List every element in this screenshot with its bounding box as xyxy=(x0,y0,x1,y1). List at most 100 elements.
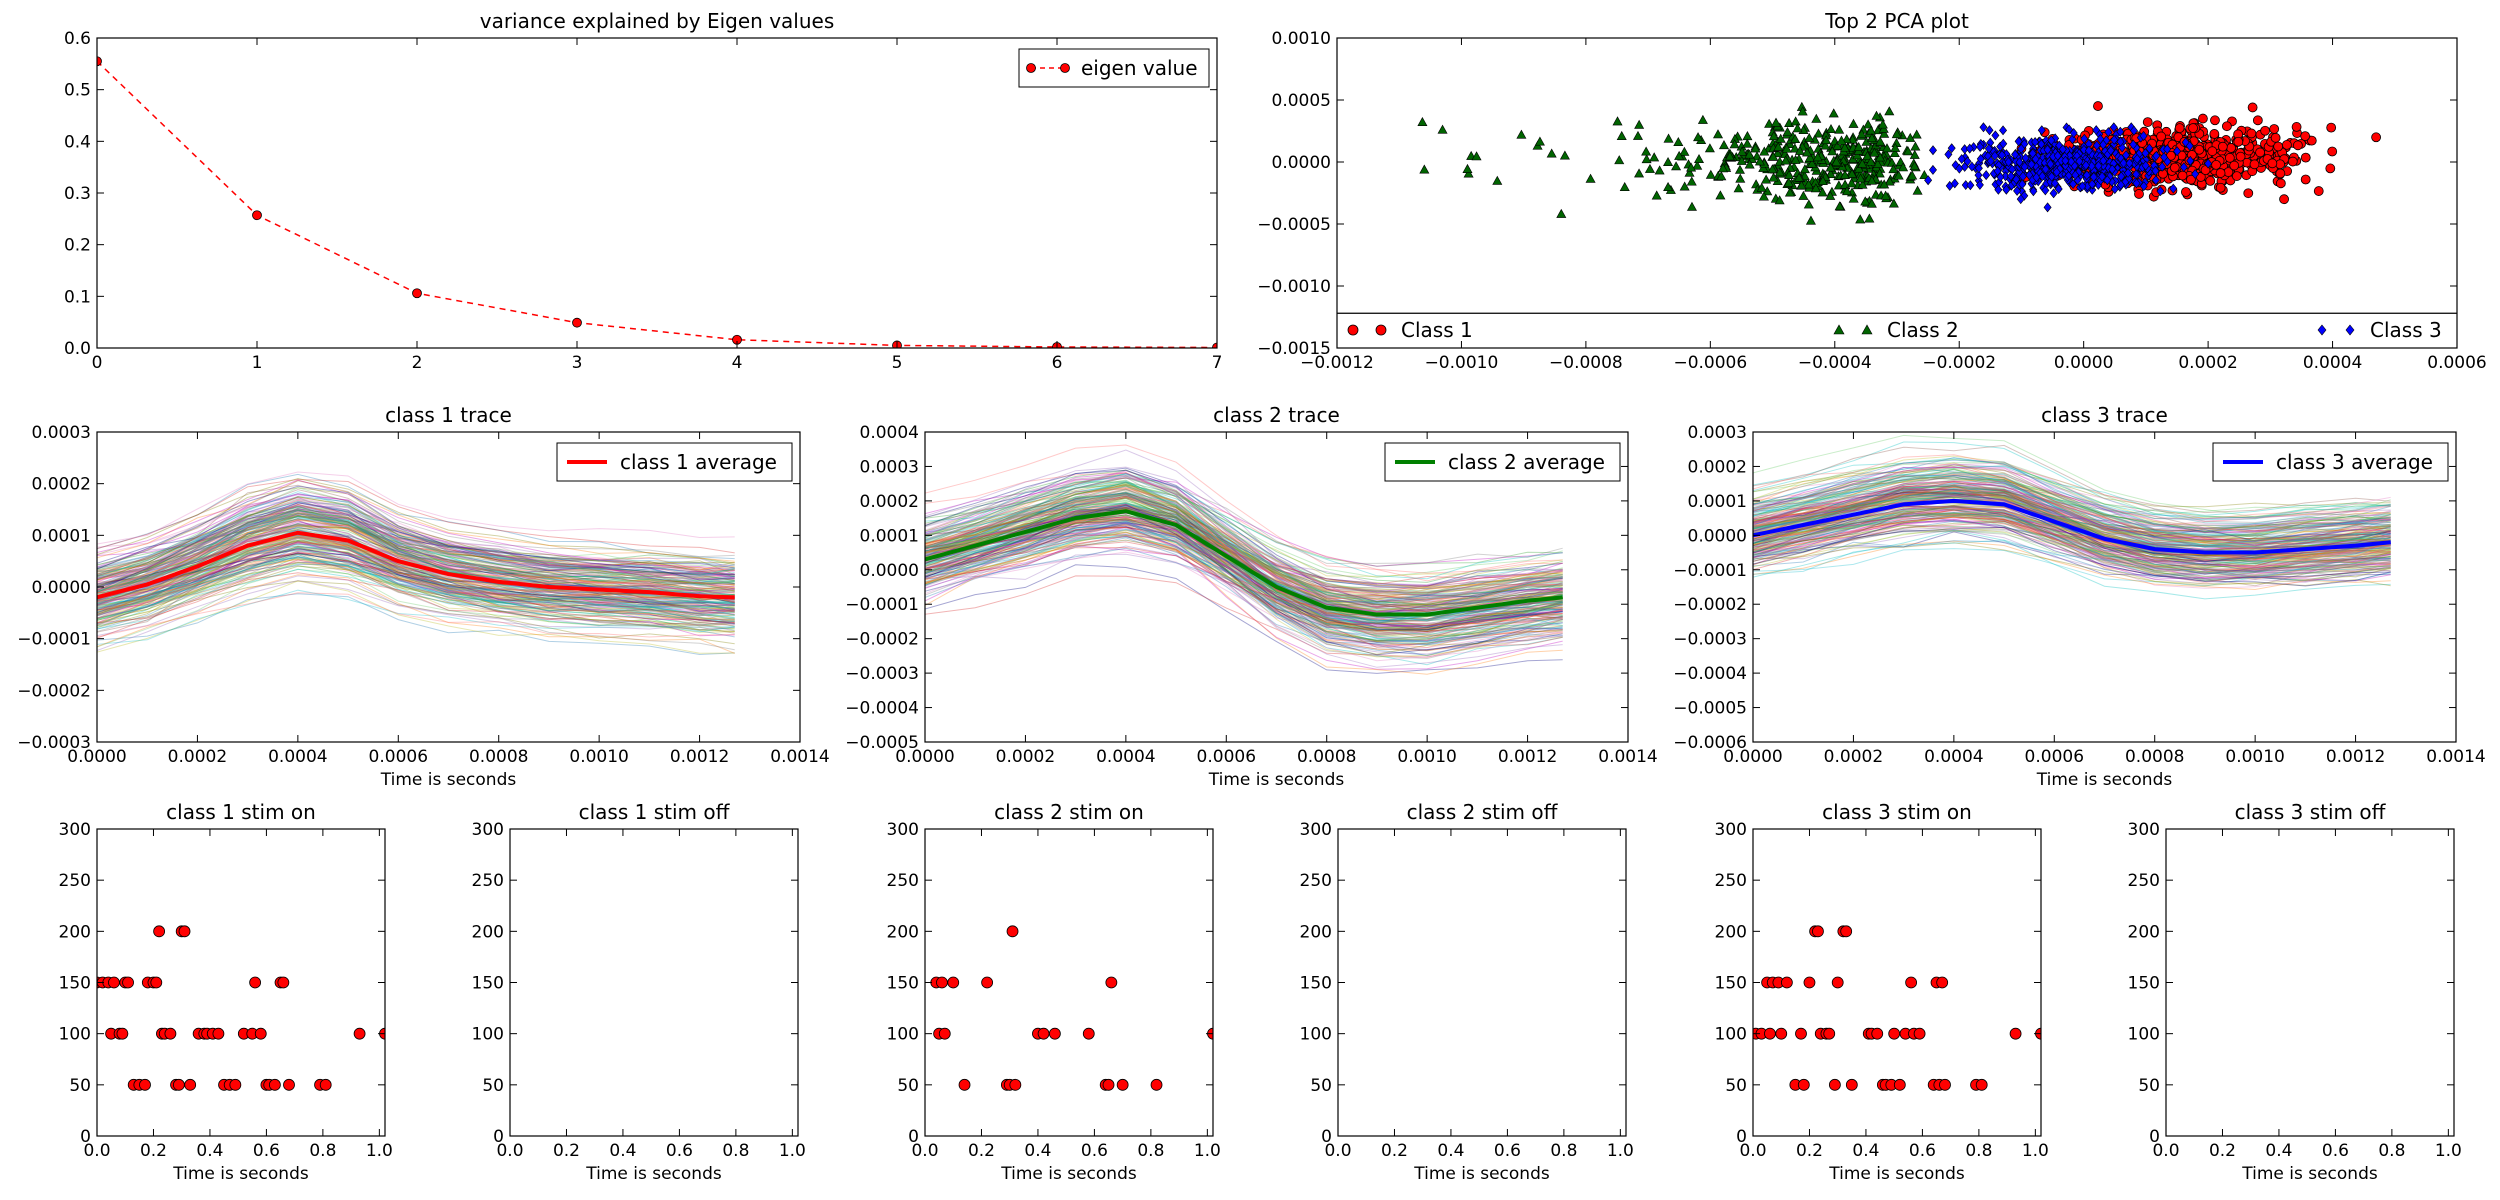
scatter-point xyxy=(2215,168,2226,178)
scatter-point xyxy=(2015,157,2024,168)
x-tick-label: 1.0 xyxy=(1607,1141,1634,1161)
trace-line xyxy=(1753,510,2391,574)
x-tick-label: 0.0000 xyxy=(895,747,954,767)
scatter-point xyxy=(2291,122,2302,132)
spike-point xyxy=(283,1078,295,1091)
trace-line xyxy=(97,589,735,645)
trace-line xyxy=(97,515,735,596)
x-tick-label: 0.0006 xyxy=(2025,747,2084,767)
plot-area xyxy=(1753,434,2391,600)
scatter-point xyxy=(2029,186,2038,197)
trace-line xyxy=(97,513,735,579)
trace-line xyxy=(1753,491,2391,557)
trace-line xyxy=(925,508,1563,587)
scatter-point xyxy=(1619,181,1630,191)
trace-line xyxy=(97,503,735,588)
trace-line xyxy=(925,514,1563,631)
scatter-point xyxy=(1744,159,1755,169)
trace-line xyxy=(925,488,1563,627)
trace-line xyxy=(1753,493,2391,538)
x-tick-label: 0.0000 xyxy=(67,747,126,767)
trace-line xyxy=(1753,512,2391,564)
trace-line xyxy=(925,547,1563,632)
x-tick-label: 0 xyxy=(92,353,103,373)
trace-line xyxy=(97,526,735,605)
y-tick-label: 250 xyxy=(887,871,919,891)
trace-line xyxy=(1753,509,2391,584)
y-tick-label: −0.0001 xyxy=(845,595,919,615)
trace-line xyxy=(1753,465,2391,541)
trace-line xyxy=(97,568,735,630)
spike-point xyxy=(958,1078,971,1091)
trace-line xyxy=(97,479,735,562)
trace-line xyxy=(97,532,735,621)
trace-line xyxy=(97,502,735,601)
scatter-point xyxy=(2158,161,2167,172)
scatter-point xyxy=(1761,174,1772,184)
trace-line xyxy=(925,534,1563,629)
trace-line xyxy=(1753,499,2391,542)
trace-line xyxy=(1753,469,2391,548)
trace-line xyxy=(925,523,1563,613)
trace-line xyxy=(1753,509,2391,557)
scatter-point xyxy=(1774,167,1785,177)
trace-line xyxy=(97,537,735,624)
scatter-point xyxy=(2205,175,2216,186)
trace-line xyxy=(925,520,1563,660)
spike-point xyxy=(108,976,120,989)
scatter-point xyxy=(2194,144,2205,155)
scatter-point xyxy=(1974,170,1983,181)
trace-line xyxy=(925,489,1563,626)
trace-line xyxy=(97,512,735,594)
trace-line xyxy=(925,508,1563,608)
trace-line xyxy=(925,503,1563,613)
scatter-point xyxy=(1929,145,1937,156)
scatter-point xyxy=(2215,182,2226,193)
trace-line xyxy=(1753,471,2391,532)
axes-frame xyxy=(1752,828,2042,1137)
x-tick-label: 0.0004 xyxy=(1096,747,1155,767)
trace-line xyxy=(1753,520,2391,567)
spike-point xyxy=(353,1027,366,1040)
trace-line xyxy=(925,527,1563,655)
trace-line xyxy=(925,504,1563,600)
trace-line xyxy=(97,523,735,588)
trace-line xyxy=(97,543,735,607)
trace-line xyxy=(1753,468,2391,537)
trace-line xyxy=(1753,524,2391,568)
scatter-point xyxy=(2129,139,2138,150)
scatter-point xyxy=(1882,143,1893,153)
scatter-point xyxy=(1729,139,1740,149)
trace-line xyxy=(1753,454,2391,520)
plot-area xyxy=(930,925,1213,1091)
trace-line xyxy=(925,531,1563,629)
x-tick-label: 0.8 xyxy=(2378,1141,2405,1161)
spike-point xyxy=(178,925,191,938)
scatter-point xyxy=(1663,133,1674,143)
x-tick-label: 0.0002 xyxy=(1824,747,1883,767)
x-tick-label: 4 xyxy=(732,353,743,373)
scatter-point xyxy=(2145,143,2154,154)
y-tick-label: 0.0010 xyxy=(1272,29,1331,49)
y-tick-label: −0.0004 xyxy=(1673,664,1747,684)
scatter-point xyxy=(2210,115,2220,126)
scatter-point xyxy=(1865,156,1876,166)
trace-line xyxy=(1753,472,2391,520)
scatter-point xyxy=(2037,125,2046,136)
y-tick-label: −0.0001 xyxy=(17,630,91,650)
scatter-point xyxy=(1986,156,1995,166)
trace-line xyxy=(1753,520,2391,573)
scatter-point xyxy=(2108,164,2117,175)
trace-line xyxy=(97,516,735,599)
x-tick-label: 0.4 xyxy=(1024,1141,1051,1161)
trace-line xyxy=(1753,500,2391,551)
trace-line xyxy=(1753,507,2391,587)
scatter-point xyxy=(1880,190,1891,200)
trace-line xyxy=(925,575,1563,658)
scatter-point xyxy=(2021,153,2030,164)
scatter-point xyxy=(1789,143,1800,153)
x-tick-label: −0.0002 xyxy=(1922,353,1996,373)
scatter-point xyxy=(1794,172,1805,182)
trace-line xyxy=(925,472,1563,610)
y-tick-label: −0.0005 xyxy=(845,733,919,753)
